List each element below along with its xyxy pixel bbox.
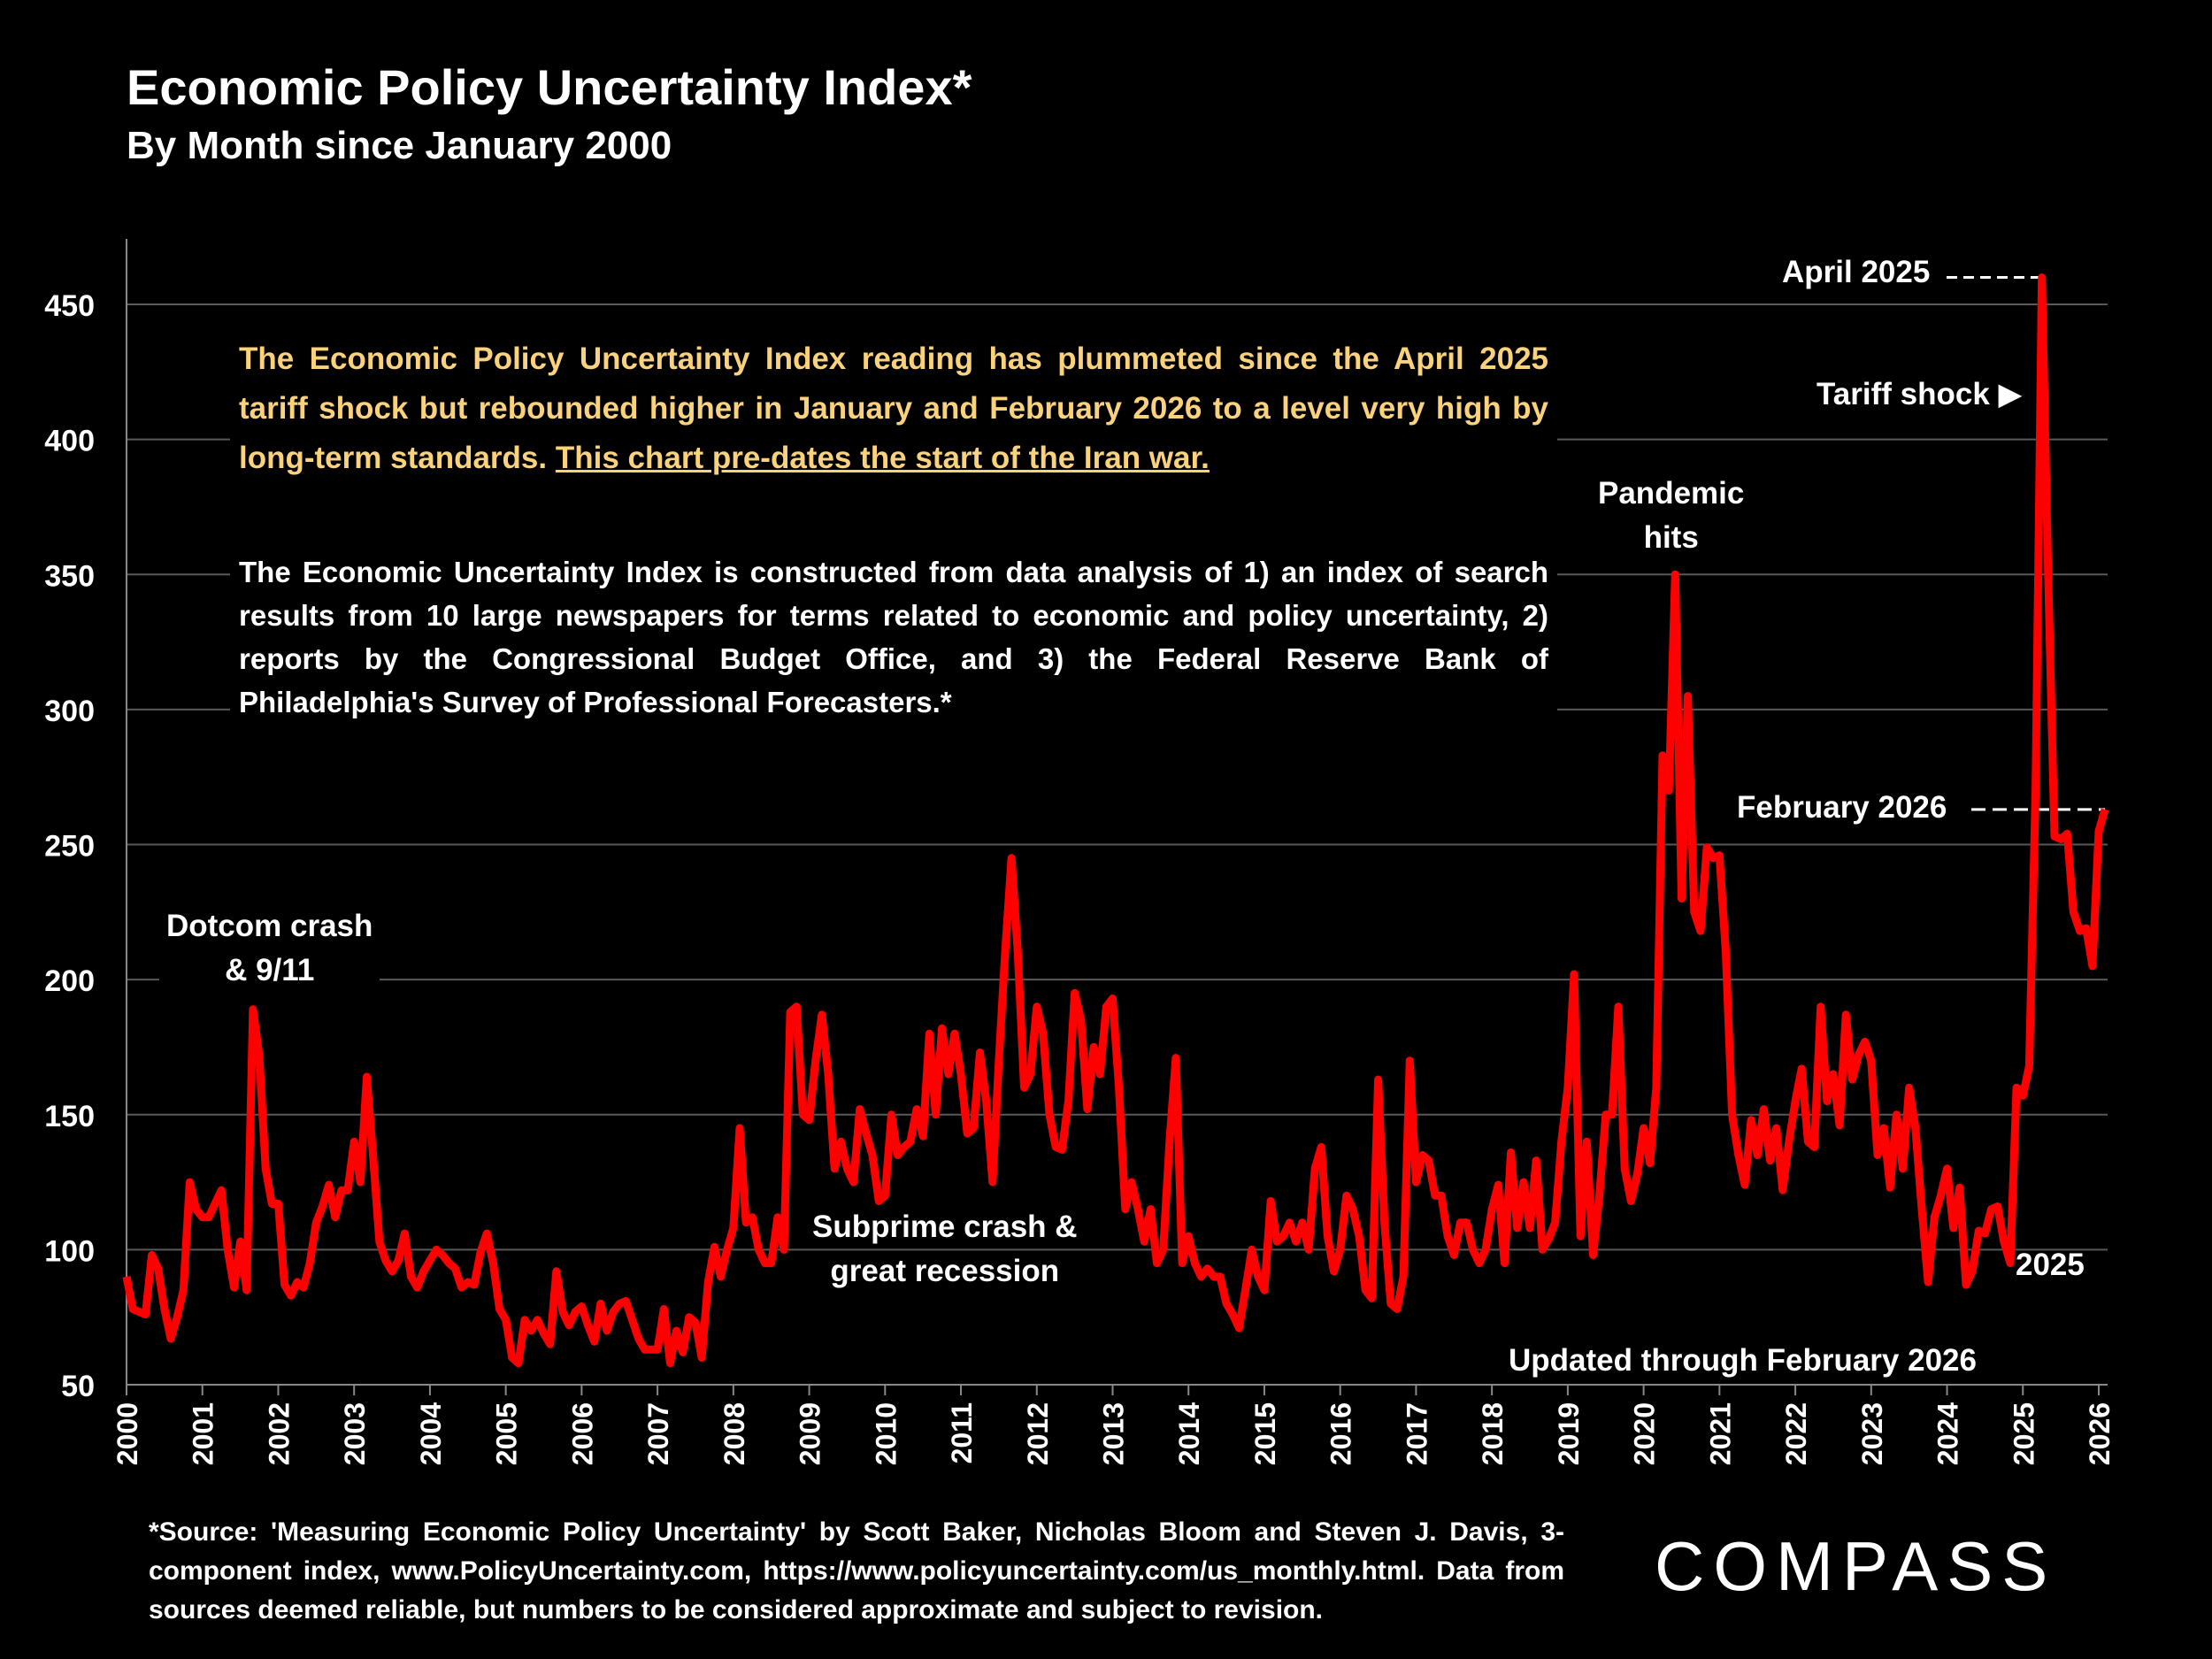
y-tick-label: 50 bbox=[61, 1370, 95, 1403]
annotation-pandemic: Pandemic hits bbox=[1591, 472, 1752, 560]
x-tick-label: 2011 bbox=[946, 1402, 978, 1463]
x-tick-label: 2021 bbox=[1704, 1402, 1736, 1465]
annotation-dotcom-line1: Dotcom crash bbox=[166, 909, 373, 943]
annotation-pandemic-line2: hits bbox=[1643, 520, 1699, 555]
note-yellow: The Economic Policy Uncertainty Index re… bbox=[230, 329, 1557, 488]
x-tick-label: 2010 bbox=[870, 1402, 902, 1465]
annotation-pandemic-line1: Pandemic bbox=[1598, 476, 1745, 511]
chart-subtitle: By Month since January 2000 bbox=[127, 124, 672, 167]
x-tick-label: 2005 bbox=[491, 1402, 523, 1465]
annotation-tariff-shock: Tariff shock ▶ bbox=[1809, 373, 2030, 417]
y-tick-label: 200 bbox=[44, 964, 95, 998]
annotation-subprime: Subprime crash & great recession bbox=[805, 1205, 1085, 1294]
x-tick-label: 2008 bbox=[718, 1402, 750, 1465]
x-tick-label: 2012 bbox=[1022, 1402, 1054, 1465]
y-tick-label: 350 bbox=[44, 559, 95, 593]
x-tick-label: 2017 bbox=[1401, 1402, 1432, 1465]
source-footnote: *Source: 'Measuring Economic Policy Unce… bbox=[149, 1517, 1564, 1624]
x-tick-label: 2013 bbox=[1098, 1402, 1130, 1465]
annotation-dotcom: Dotcom crash & 9/11 bbox=[159, 904, 380, 993]
x-tick-label: 2009 bbox=[795, 1402, 826, 1465]
x-tick-label: 2014 bbox=[1173, 1402, 1205, 1465]
x-tick-label: 2004 bbox=[415, 1402, 447, 1465]
x-tick-label: 2024 bbox=[1932, 1402, 1964, 1465]
annotation-feb-2026: February 2026 bbox=[1730, 786, 1955, 830]
x-tick-label: 2016 bbox=[1325, 1402, 1357, 1465]
x-tick-label: 2022 bbox=[1780, 1402, 1812, 1465]
x-tick-label: 2019 bbox=[1553, 1402, 1585, 1465]
x-tick-label: 2020 bbox=[1629, 1402, 1661, 1465]
y-tick-label: 450 bbox=[44, 289, 95, 323]
chart-title: Economic Policy Uncertainty Index* bbox=[127, 59, 972, 115]
annotation-subprime-line2: great recession bbox=[830, 1254, 1060, 1288]
y-tick-label: 400 bbox=[44, 425, 95, 458]
x-tick-label: 2003 bbox=[339, 1402, 371, 1465]
annotation-dotcom-line2: & 9/11 bbox=[225, 953, 315, 987]
x-tick-label: 2001 bbox=[188, 1402, 219, 1465]
x-tick-label: 2006 bbox=[566, 1402, 598, 1465]
x-tick-label: 2025 bbox=[2008, 1402, 2039, 1465]
x-tick-label: 2002 bbox=[263, 1402, 295, 1465]
x-tick-label: 2000 bbox=[111, 1402, 143, 1465]
x-tick-label: 2018 bbox=[1477, 1402, 1509, 1465]
annotation-april-2025: April 2025 bbox=[1778, 250, 1934, 295]
x-tick-label: 2007 bbox=[642, 1402, 674, 1465]
y-tick-label: 300 bbox=[44, 695, 95, 728]
x-tick-label: 2026 bbox=[2084, 1402, 2116, 1465]
note-yellow-text: The Economic Policy Uncertainty Index re… bbox=[239, 342, 1548, 475]
y-tick-label: 100 bbox=[44, 1234, 95, 1268]
y-tick-label: 250 bbox=[44, 830, 95, 864]
annotation-subprime-line1: Subprime crash & bbox=[812, 1210, 1078, 1244]
compass-logo: COMPASS bbox=[1655, 1527, 2057, 1605]
y-tick-label: 150 bbox=[44, 1100, 95, 1133]
note-yellow-underlined: This chart pre-dates the start of the Ir… bbox=[555, 441, 1210, 475]
annotation-2025: 2025 bbox=[2016, 1248, 2085, 1282]
annotation-updated: Updated through February 2026 bbox=[1509, 1343, 1977, 1378]
x-tick-label: 2015 bbox=[1249, 1402, 1281, 1465]
series-line bbox=[122, 273, 2109, 1368]
x-tick-label: 2023 bbox=[1856, 1402, 1888, 1465]
note-white: The Economic Uncertainty Index is constr… bbox=[230, 547, 1557, 733]
